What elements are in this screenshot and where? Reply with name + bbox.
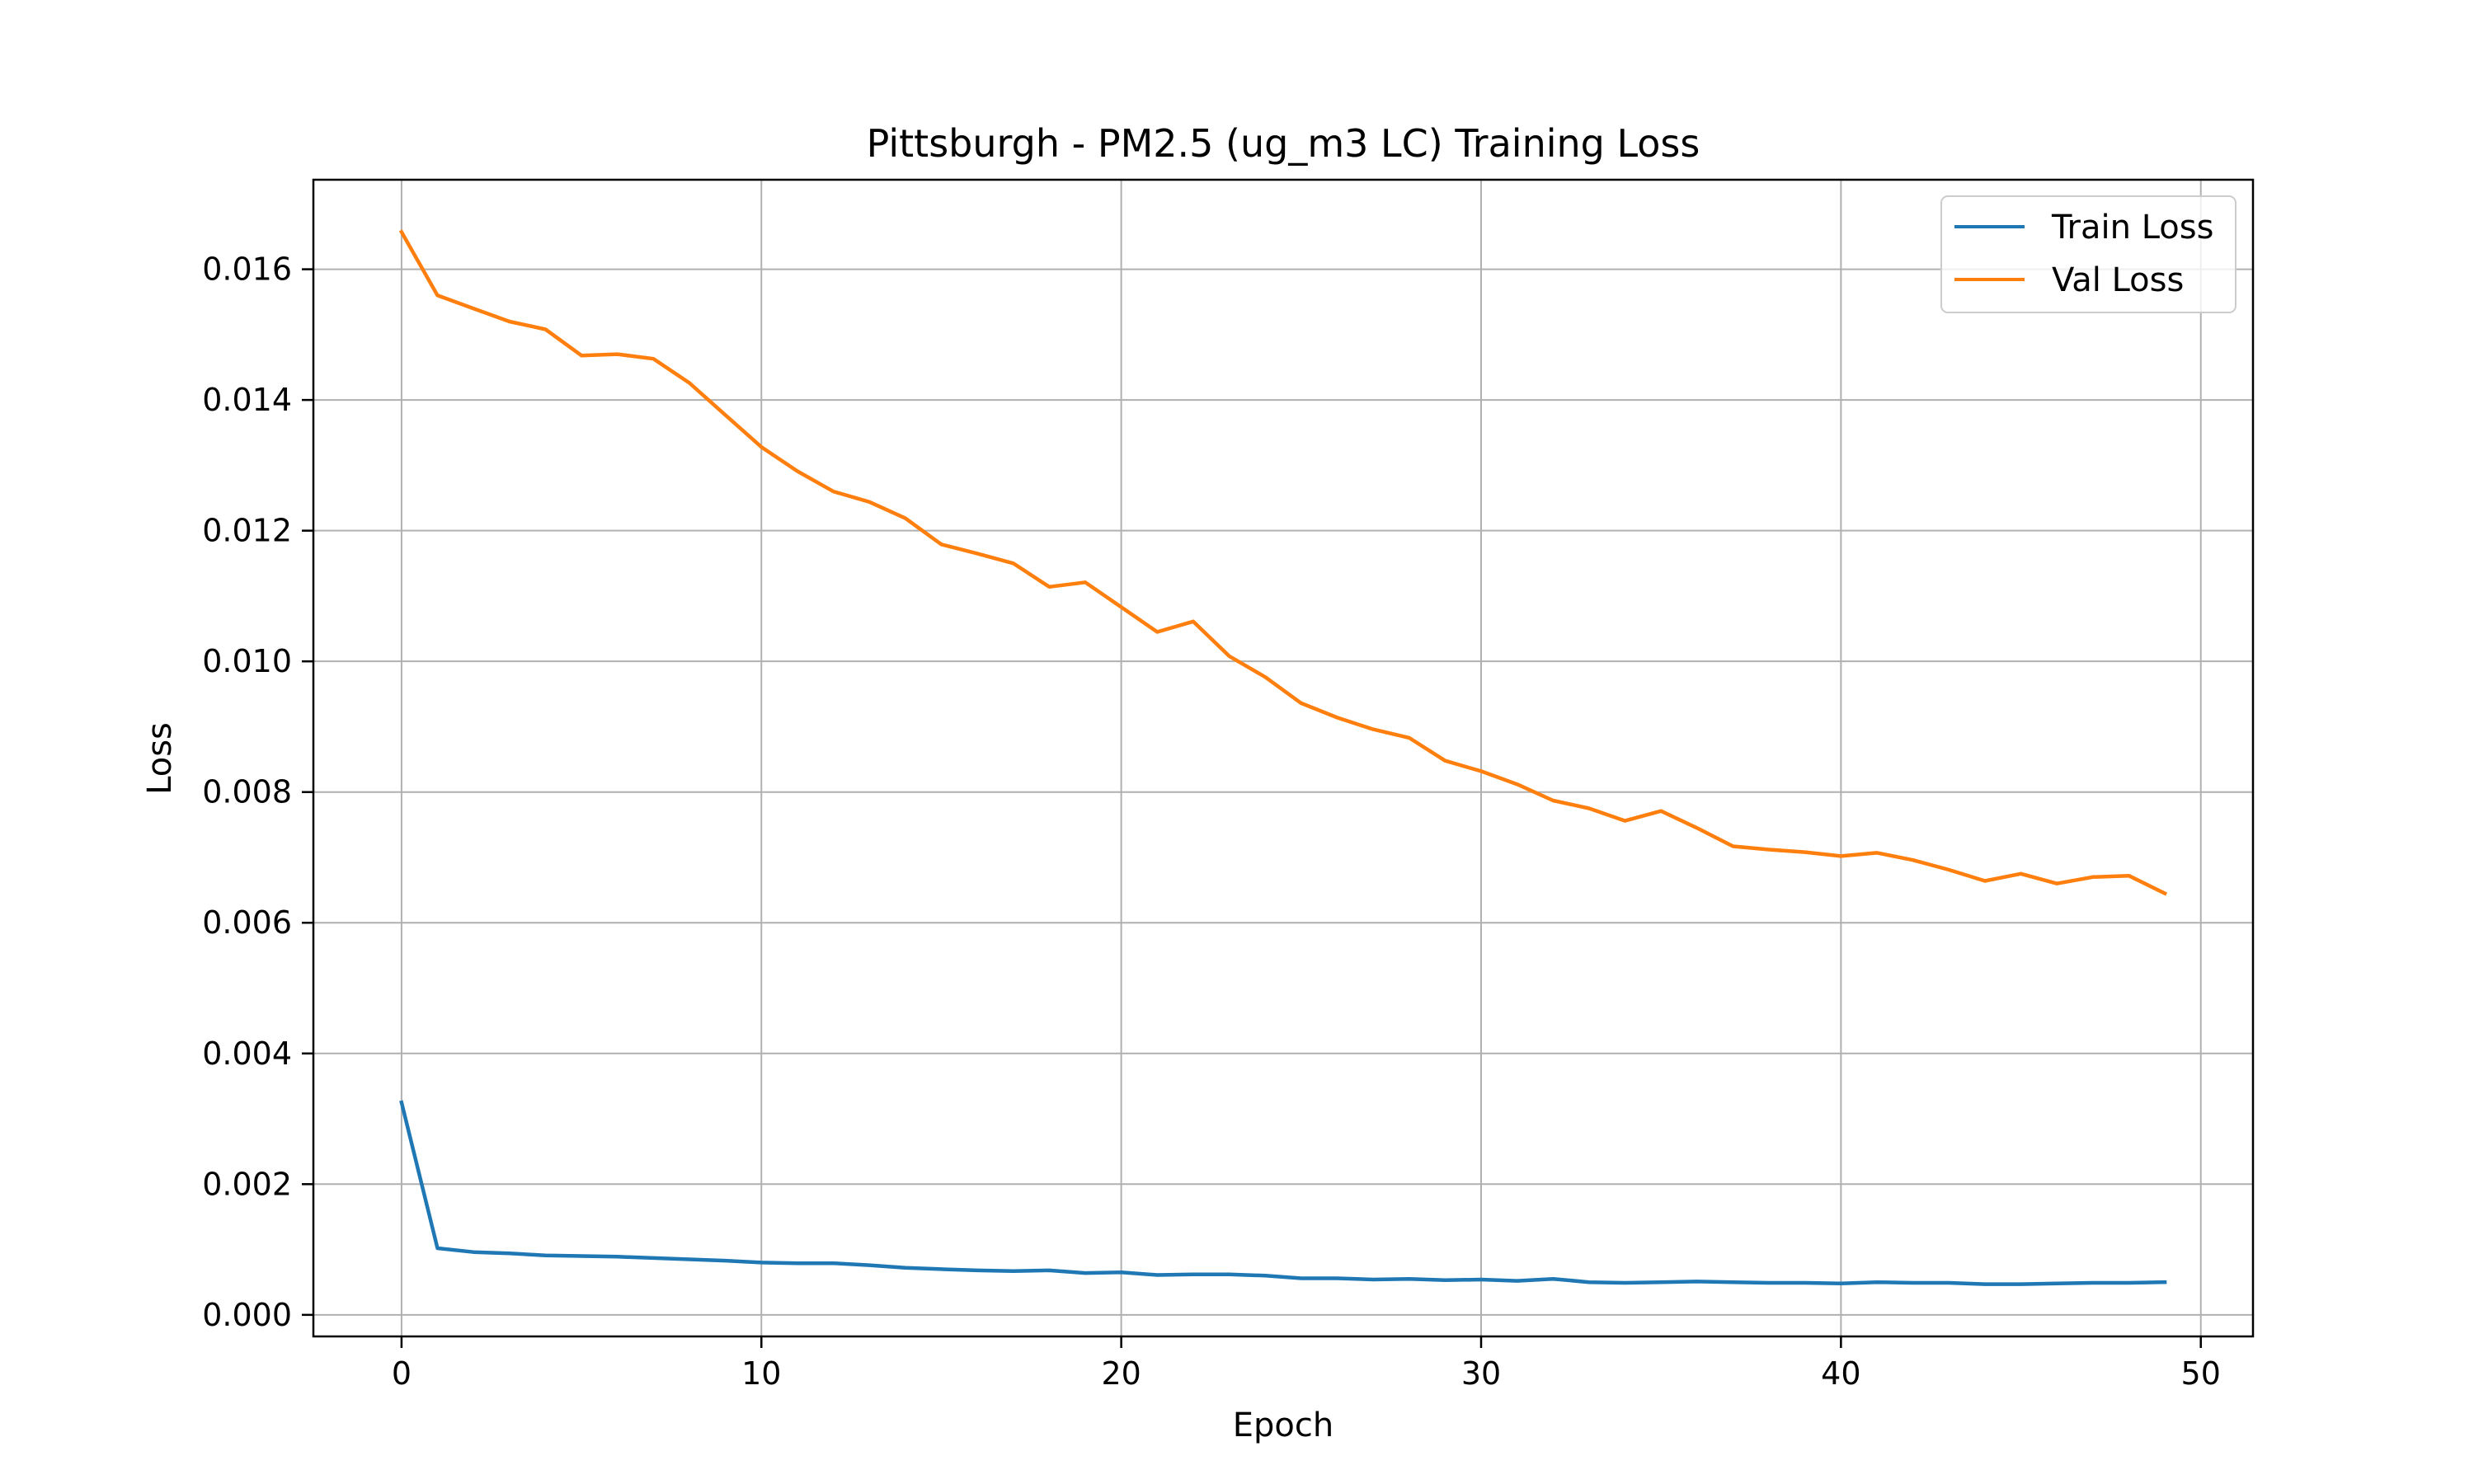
- legend-label-train-loss: Train Loss: [2051, 209, 2213, 247]
- x-tick-label: 0: [392, 1355, 412, 1392]
- y-tick-label: 0.016: [202, 251, 292, 288]
- x-tick-label: 50: [2181, 1355, 2221, 1392]
- series-layer: [398, 229, 2168, 1286]
- y-tick-label: 0.008: [202, 774, 292, 810]
- y-tick-label: 0.012: [202, 513, 292, 549]
- chart-title: Pittsburgh - PM2.5 (ug_m3 LC) Training L…: [867, 121, 1700, 166]
- y-tick-label: 0.004: [202, 1036, 292, 1072]
- series-line-train-loss: [399, 1100, 2167, 1286]
- y-tick-label: 0.014: [202, 382, 292, 418]
- x-axis-ticks: 0 10 20 30 40 50: [392, 1336, 2221, 1392]
- x-tick-label: 10: [741, 1355, 781, 1392]
- x-tick-label: 30: [1461, 1355, 1501, 1392]
- x-axis-title: Epoch: [1233, 1407, 1333, 1444]
- x-tick-label: 20: [1101, 1355, 1141, 1392]
- y-tick-label: 0.006: [202, 904, 292, 941]
- y-tick-label: 0.002: [202, 1166, 292, 1202]
- grid: [313, 180, 2253, 1336]
- legend-label-val-loss: Val Loss: [2052, 261, 2184, 299]
- y-axis-ticks: 0.000 0.002 0.004 0.006 0.008 0.010 0.012 0.014…: [202, 251, 313, 1333]
- x-tick-label: 40: [1821, 1355, 1860, 1392]
- series-line-val-loss: [398, 229, 2168, 896]
- plot-frame: [312, 178, 2255, 1338]
- y-axis-title: Loss: [141, 722, 179, 795]
- y-tick-label: 0.010: [202, 643, 292, 679]
- y-tick-label: 0.000: [202, 1297, 292, 1333]
- legend: Train Loss Val Loss: [1940, 195, 2236, 313]
